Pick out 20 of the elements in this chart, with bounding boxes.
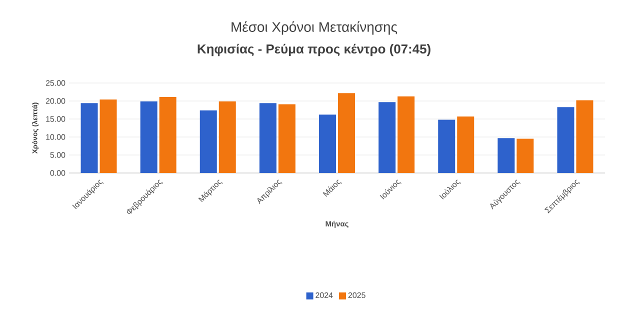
bar [438, 120, 456, 173]
bar [140, 101, 158, 173]
bar [338, 93, 355, 173]
bar [218, 101, 236, 173]
bar [80, 103, 98, 173]
bar [498, 138, 515, 173]
bar [259, 103, 276, 173]
bar [398, 96, 415, 173]
chart-subtitle: Κηφισίας - Ρεύμα προς κέντρο (07:45) [198, 44, 430, 56]
bar [516, 138, 534, 173]
bar [378, 102, 396, 173]
bar [576, 100, 594, 173]
bar [457, 116, 474, 173]
bar [278, 104, 296, 173]
bar [557, 107, 574, 173]
bar [100, 100, 117, 173]
chart-title: Μέσοι Χρόνοι Μετακίνησης [232, 21, 398, 35]
bar [200, 110, 217, 173]
bar [319, 114, 336, 173]
bar [159, 97, 176, 173]
